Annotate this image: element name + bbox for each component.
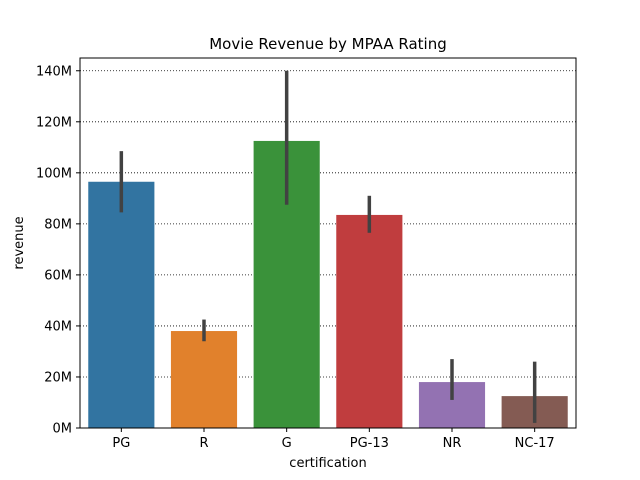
y-axis-label: revenue [12, 216, 27, 269]
y-tick-label: 0M [53, 422, 73, 437]
x-tick-label: R [199, 436, 208, 451]
bar-pg [88, 181, 155, 428]
y-axis-ticks: 0M 20M 40M 60M 80M 100M 120M 140M [36, 64, 80, 437]
x-axis-label: certification [289, 456, 366, 471]
x-tick-label: NR [443, 436, 462, 451]
bars [88, 140, 568, 428]
x-tick-label: NC-17 [515, 436, 555, 451]
bar-pg-13 [336, 214, 403, 428]
bar-r [170, 331, 238, 428]
y-tick-label: 140M [36, 64, 72, 79]
error-bars [119, 70, 537, 423]
x-axis-ticks: PG R G PG-13 NR NC-17 [112, 428, 555, 451]
y-tick-label: 100M [36, 166, 72, 181]
y-tick-label: 40M [44, 319, 72, 334]
chart-title: Movie Revenue by MPAA Rating [209, 35, 447, 53]
x-tick-label: PG-13 [350, 436, 389, 451]
y-tick-label: 80M [44, 217, 72, 232]
y-tick-label: 20M [44, 370, 72, 385]
x-tick-label: G [282, 436, 292, 451]
y-tick-label: 120M [36, 115, 72, 130]
y-tick-label: 60M [44, 268, 72, 283]
x-tick-label: PG [112, 436, 130, 451]
plot-frame [79, 57, 577, 429]
